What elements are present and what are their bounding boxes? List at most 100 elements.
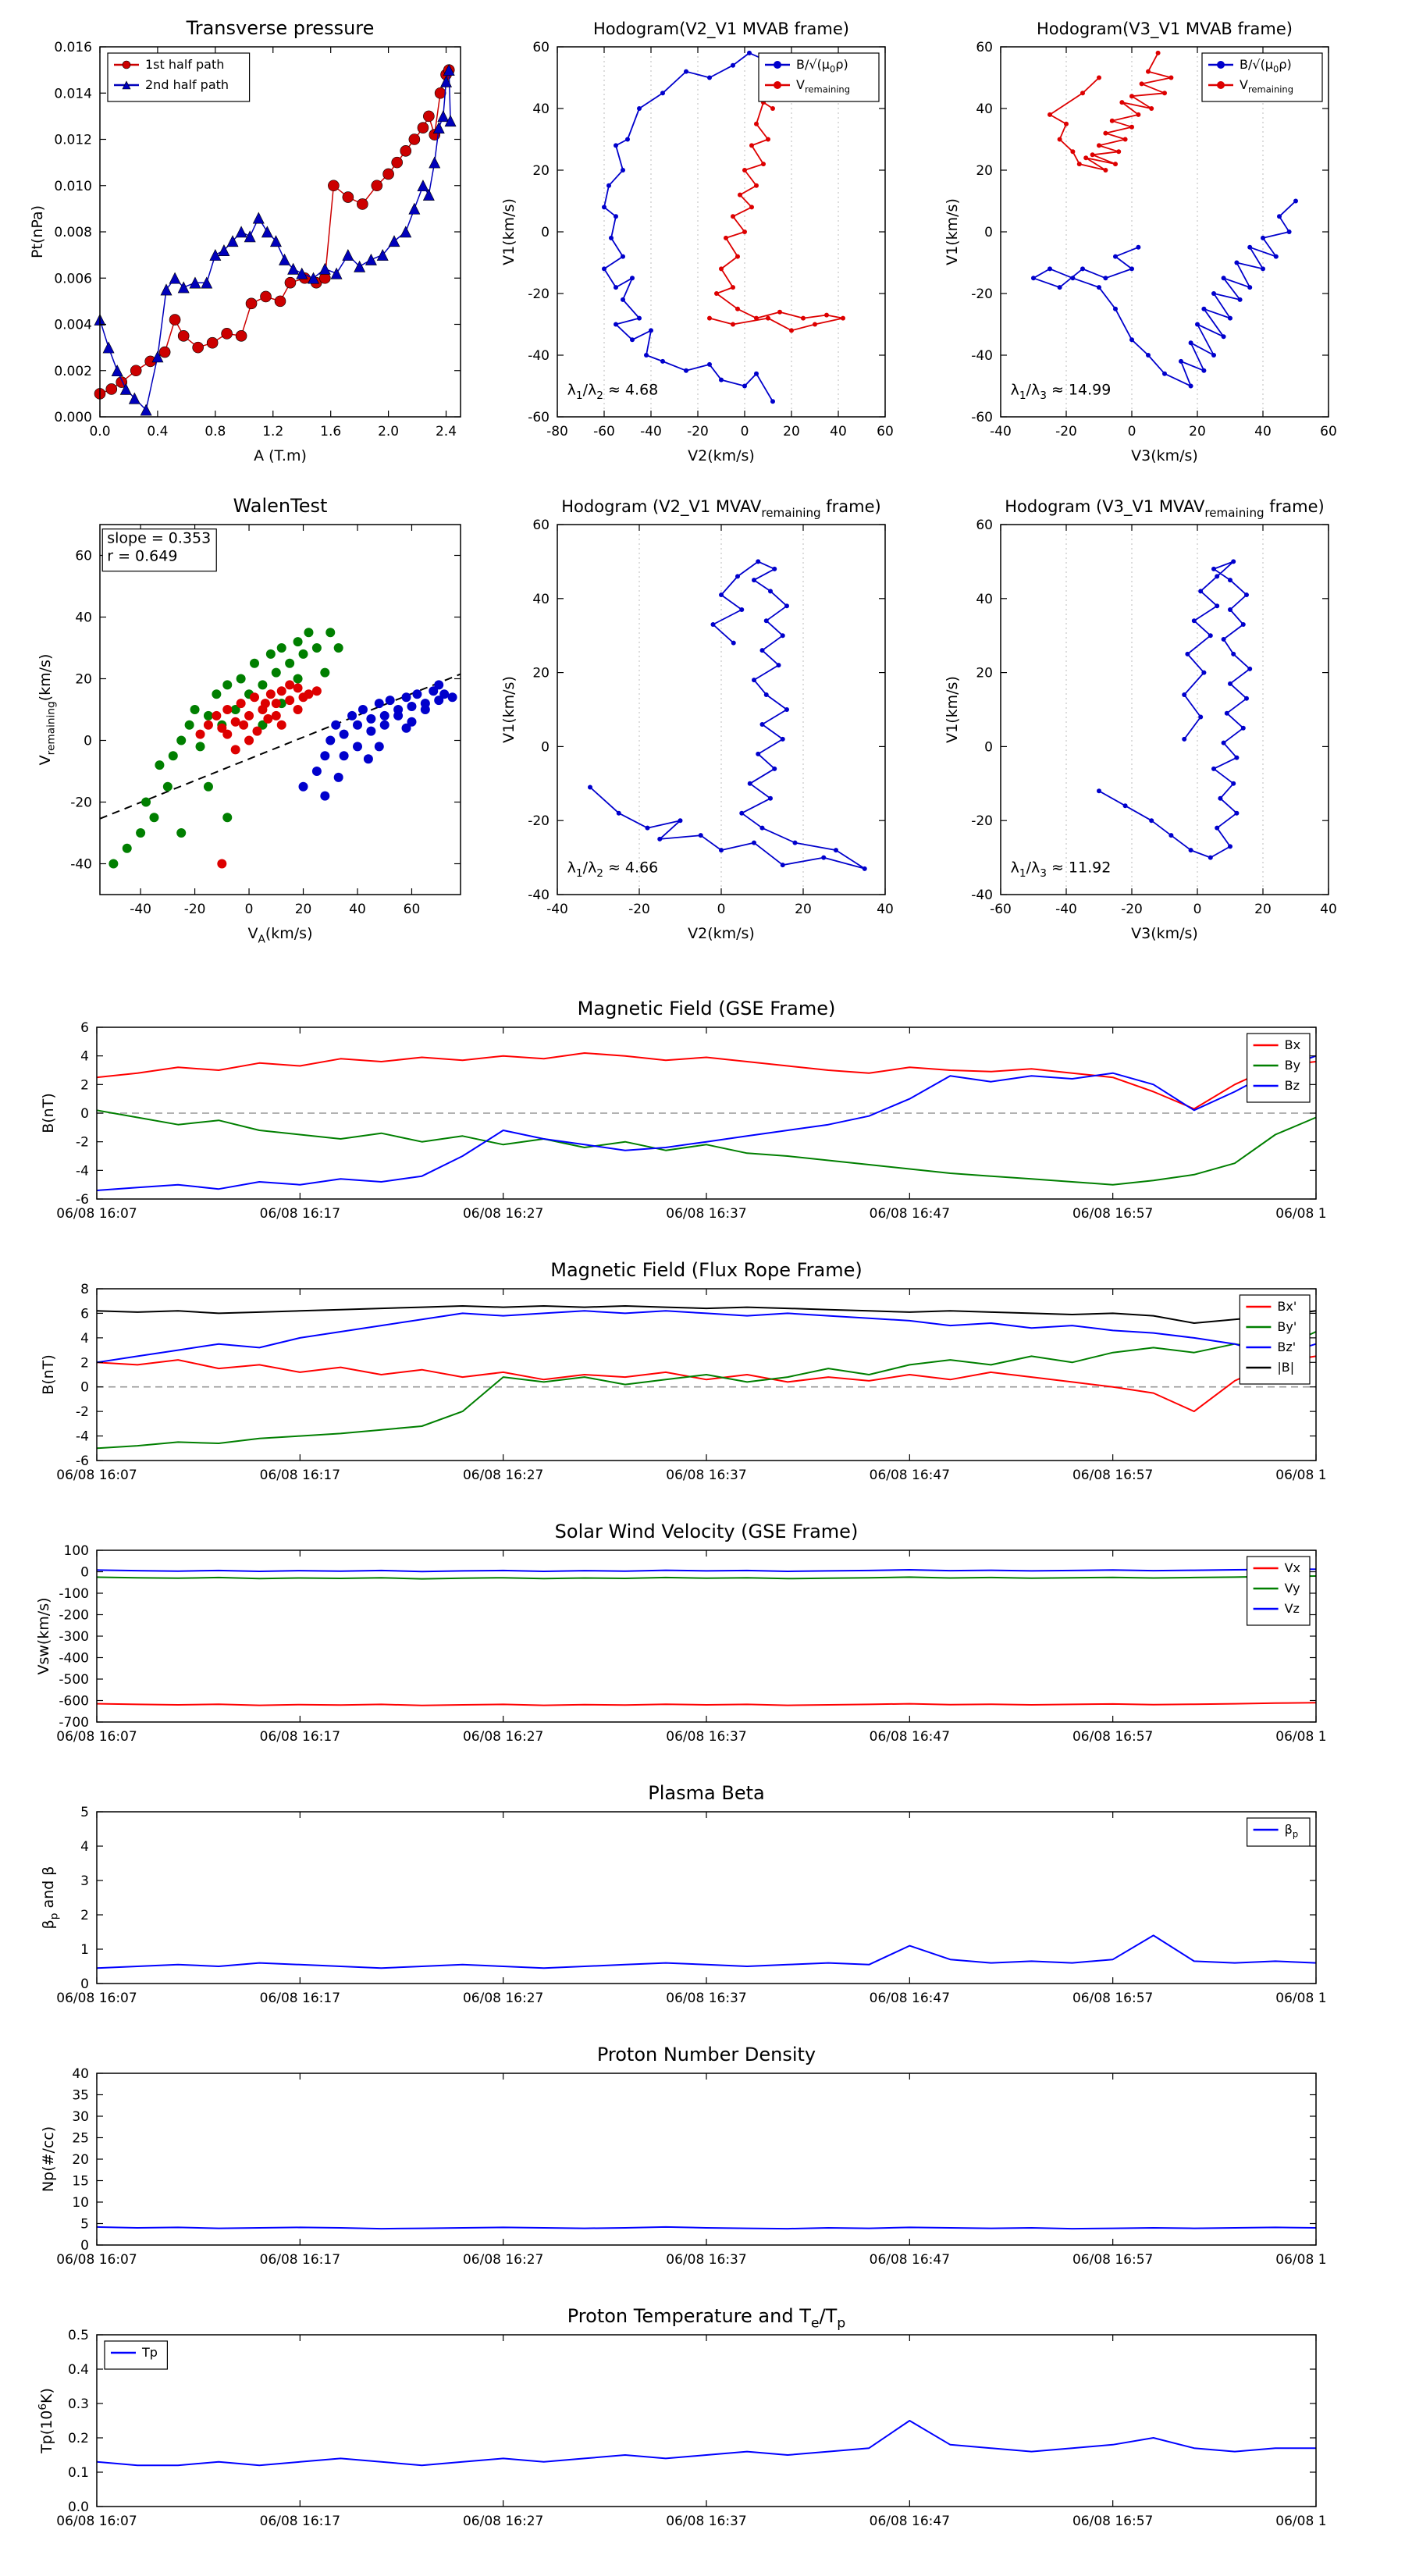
svg-text:Tp(106K): Tp(106K) (37, 2388, 55, 2454)
svg-text:06/08 16:17: 06/08 16:17 (260, 1468, 340, 1483)
svg-text:40: 40 (976, 101, 993, 117)
svg-text:06/08 16:17: 06/08 16:17 (260, 2252, 340, 2268)
svg-text:30: 30 (72, 2109, 89, 2125)
svg-text:-2: -2 (76, 1135, 89, 1151)
svg-text:0: 0 (741, 424, 749, 439)
svg-text:Vx: Vx (1285, 1560, 1300, 1575)
svg-text:0: 0 (717, 902, 726, 917)
svg-text:|B|: |B| (1277, 1360, 1294, 1375)
svg-text:0.0: 0.0 (68, 2500, 89, 2515)
svg-text:6: 6 (80, 1306, 89, 1322)
svg-text:βp: βp (1285, 1822, 1299, 1840)
svg-text:0: 0 (1193, 902, 1202, 917)
svg-text:-60: -60 (990, 902, 1012, 917)
svg-text:06/08 16:37: 06/08 16:37 (666, 1729, 746, 1745)
svg-text:06/08 17:07: 06/08 17:07 (1275, 1729, 1327, 1745)
svg-text:06/08 16:17: 06/08 16:17 (260, 1729, 340, 1745)
svg-text:0.002: 0.002 (54, 364, 92, 379)
svg-text:-60: -60 (971, 410, 993, 425)
svg-text:-40: -40 (528, 888, 550, 903)
svg-text:20: 20 (1189, 424, 1206, 439)
svg-text:-20: -20 (971, 813, 993, 829)
svg-text:-20: -20 (971, 286, 993, 302)
svg-text:06/08 16:07: 06/08 16:07 (56, 1468, 137, 1483)
svg-text:-40: -40 (971, 888, 993, 903)
svg-text:1: 1 (80, 1942, 89, 1958)
chart-solar-wind-velocity: 06/08 16:07 06/08 16:17 06/08 16:27 06/08 1… (28, 1516, 1357, 1758)
svg-text:-20: -20 (184, 902, 206, 917)
svg-text:Vremaining: Vremaining (1240, 77, 1293, 95)
svg-text:0: 0 (84, 734, 92, 749)
svg-text:VA(km/s): VA(km/s) (247, 925, 312, 945)
svg-text:0: 0 (984, 739, 993, 755)
svg-text:-20: -20 (1055, 424, 1077, 439)
svg-text:Magnetic Field (GSE Frame): Magnetic Field (GSE Frame) (578, 998, 836, 1019)
svg-text:0.004: 0.004 (54, 318, 92, 333)
svg-text:0.010: 0.010 (54, 179, 92, 194)
svg-text:20: 20 (976, 666, 993, 681)
svg-text:slope = 0.353: slope = 0.353 (107, 530, 211, 547)
svg-text:0.014: 0.014 (54, 86, 92, 101)
svg-text:-40: -40 (70, 857, 92, 873)
svg-text:35: 35 (72, 2088, 89, 2104)
svg-text:-100: -100 (59, 1586, 89, 1602)
svg-text:-40: -40 (130, 902, 151, 917)
svg-text:0.4: 0.4 (147, 424, 168, 439)
chart-proton-temperature: 06/08 16:07 06/08 16:17 06/08 16:27 06/08 1… (28, 2300, 1357, 2542)
svg-text:06/08 16:37: 06/08 16:37 (666, 1991, 746, 2006)
svg-text:40: 40 (1320, 902, 1337, 917)
svg-text:0: 0 (245, 902, 254, 917)
svg-text:06/08 17:07: 06/08 17:07 (1275, 1991, 1327, 2006)
svg-text:-200: -200 (59, 1608, 89, 1624)
svg-text:06/08 16:47: 06/08 16:47 (870, 1991, 950, 2006)
svg-text:15: 15 (72, 2174, 89, 2190)
svg-text:6: 6 (80, 1020, 89, 1036)
svg-text:06/08 16:57: 06/08 16:57 (1072, 1991, 1153, 2006)
svg-text:B/√(μ0ρ): B/√(μ0ρ) (796, 57, 848, 75)
svg-text:Bx': Bx' (1277, 1299, 1297, 1314)
svg-text:-400: -400 (59, 1651, 89, 1667)
svg-text:60: 60 (75, 549, 92, 564)
svg-text:0: 0 (80, 2238, 89, 2254)
svg-text:2.4: 2.4 (436, 424, 457, 439)
svg-text:06/08 16:07: 06/08 16:07 (56, 2514, 137, 2529)
svg-text:20: 20 (976, 163, 993, 179)
chart-transverse-pressure: 0.0 0.4 0.8 1.2 1.6 2.0 2.4 0.000 0.002 0.004 0.00… (28, 11, 473, 479)
svg-text:2: 2 (80, 1908, 89, 1923)
svg-text:100: 100 (64, 1543, 89, 1559)
svg-text:60: 60 (877, 424, 894, 439)
svg-text:20: 20 (75, 672, 92, 688)
svg-text:V2(km/s): V2(km/s) (688, 447, 755, 464)
svg-text:-6: -6 (76, 1453, 89, 1469)
svg-text:1.2: 1.2 (262, 424, 283, 439)
svg-text:B(nT): B(nT) (40, 1093, 57, 1133)
svg-text:By': By' (1277, 1319, 1297, 1334)
svg-text:0.8: 0.8 (205, 424, 226, 439)
svg-text:Tp: Tp (141, 2345, 158, 2360)
svg-text:40: 40 (349, 902, 366, 917)
svg-text:06/08 17:07: 06/08 17:07 (1275, 2252, 1327, 2268)
svg-text:40: 40 (532, 101, 550, 117)
svg-text:0.2: 0.2 (68, 2431, 89, 2446)
svg-text:Plasma Beta: Plasma Beta (648, 1782, 764, 1804)
svg-text:06/08 17:07: 06/08 17:07 (1275, 1206, 1327, 1222)
svg-text:20: 20 (1254, 902, 1272, 917)
svg-text:0: 0 (80, 1106, 89, 1122)
svg-text:06/08 16:47: 06/08 16:47 (870, 1468, 950, 1483)
svg-text:06/08 16:57: 06/08 16:57 (1072, 2514, 1153, 2529)
chart-magnetic-field-gse: 06/08 16:07 06/08 16:17 06/08 16:27 06/08 1… (28, 993, 1357, 1235)
chart-hodogram-v3v1-mvab: -40 -20 0 20 40 60 -60 -40 -20 0 20 40 60 Hodogram(V3… (943, 11, 1341, 479)
svg-text:1st half path: 1st half path (145, 57, 224, 72)
svg-text:Proton Number Density: Proton Number Density (597, 2044, 816, 2065)
svg-text:06/08 17:07: 06/08 17:07 (1275, 1468, 1327, 1483)
svg-text:-20: -20 (528, 813, 550, 829)
svg-text:20: 20 (72, 2152, 89, 2168)
svg-text:2nd half path: 2nd half path (145, 77, 229, 92)
chart-proton-number-density: 06/08 16:07 06/08 16:17 06/08 16:27 06/08 1… (28, 2039, 1357, 2281)
svg-text:Vremaining: Vremaining (796, 77, 850, 95)
svg-text:-80: -80 (546, 424, 568, 439)
svg-text:λ1/λ3 ≈ 14.99: λ1/λ3 ≈ 14.99 (1011, 382, 1112, 402)
svg-text:06/08 16:17: 06/08 16:17 (260, 1206, 340, 1222)
svg-text:Np(#/cc): Np(#/cc) (40, 2126, 57, 2192)
svg-text:2.0: 2.0 (378, 424, 399, 439)
